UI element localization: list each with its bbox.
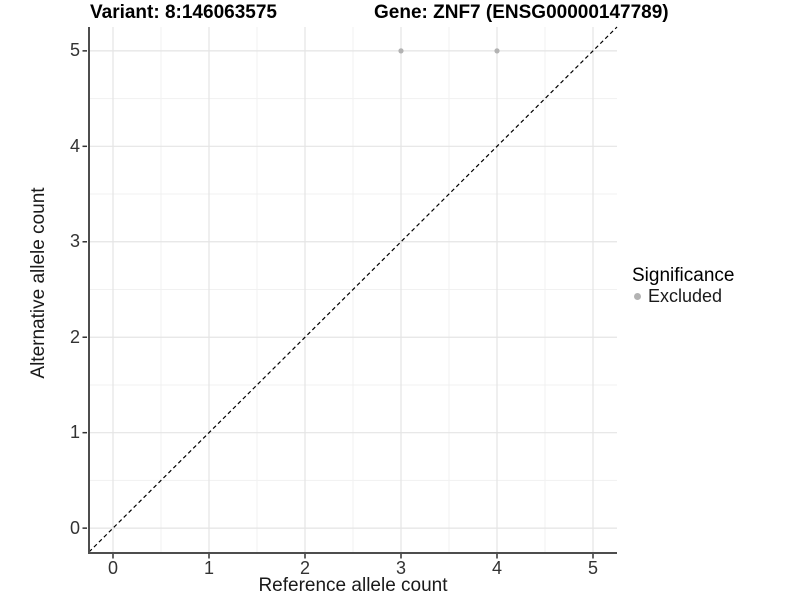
identity-line bbox=[88, 26, 618, 553]
y-tick-label: 1 bbox=[69, 422, 80, 443]
x-tick-label: 0 bbox=[107, 558, 118, 578]
y-tick-label: 2 bbox=[69, 326, 80, 347]
x-tick-label: 1 bbox=[203, 558, 214, 578]
variant-title: Variant: 8:146063575 bbox=[90, 2, 277, 23]
x-tick-label: 4 bbox=[491, 558, 502, 578]
legend: Significance Excluded bbox=[630, 265, 734, 307]
legend-item-label: Excluded bbox=[648, 286, 723, 306]
excluded-point-icon bbox=[634, 293, 641, 300]
y-tick-label: 3 bbox=[69, 231, 80, 252]
legend-title: Significance bbox=[632, 265, 735, 286]
data-point bbox=[398, 48, 404, 54]
x-tick-label: 3 bbox=[395, 558, 406, 578]
y-tick-label: 5 bbox=[69, 40, 80, 61]
legend-item-excluded: Excluded bbox=[630, 286, 734, 307]
gene-title: Gene: ZNF7 (ENSG00000147789) bbox=[374, 2, 669, 23]
data-point bbox=[494, 48, 500, 54]
y-tick-label: 0 bbox=[69, 517, 80, 538]
y-tick-label: 4 bbox=[69, 135, 80, 156]
y-axis-label: Alternative allele count bbox=[28, 187, 49, 379]
x-axis-label: Reference allele count bbox=[258, 575, 448, 596]
x-tick-label: 5 bbox=[587, 558, 598, 578]
x-tick-label: 2 bbox=[299, 558, 310, 578]
